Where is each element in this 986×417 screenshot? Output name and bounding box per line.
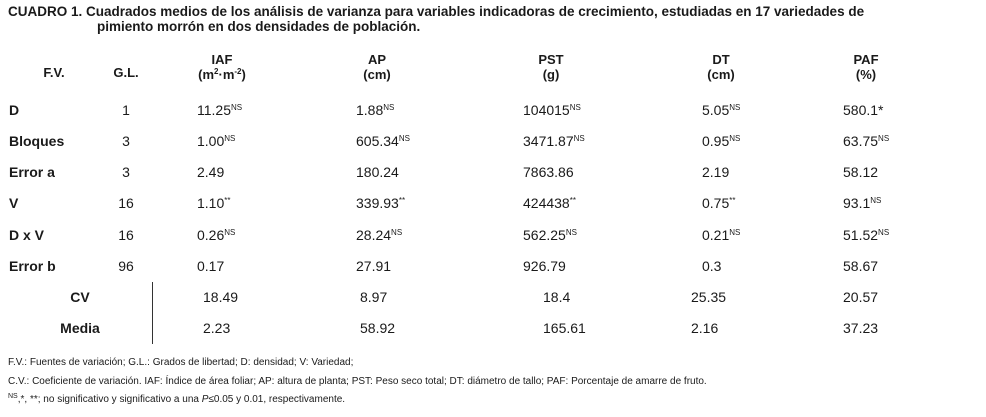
header-ap: AP (cm): [363, 52, 391, 82]
footnote-significance: NS,*, **; no significativo y significati…: [8, 393, 346, 405]
cell-paf: 58.67: [843, 258, 879, 274]
header-fv: F.V.: [43, 65, 65, 80]
row-gl: 3: [122, 133, 130, 149]
row-label: V: [9, 195, 19, 211]
summary-paf: 37.23: [843, 320, 879, 336]
row-label: Error a: [9, 164, 55, 180]
cell-pst: 424438**: [523, 195, 576, 211]
cell-iaf: 1.10**: [197, 195, 231, 211]
footnote-cv: C.V.: Coeficiente de variación. IAF: Índ…: [8, 376, 707, 387]
table-title: CUADRO 1. Cuadrados medios de los anális…: [8, 4, 983, 34]
header-iaf: IAF (m2·m-2): [162, 52, 282, 82]
cell-iaf: 2.49: [197, 164, 225, 180]
cell-pst: 3471.87NS: [523, 133, 585, 149]
summary-dt: 2.16: [691, 320, 719, 336]
header-iaf-unit: (m2·m-2): [198, 67, 246, 82]
cell-dt: 0.95NS: [702, 133, 741, 149]
footnote-fv: F.V.: Fuentes de variación; G.L.: Grados…: [8, 357, 354, 368]
row-gl: 96: [118, 258, 134, 274]
cell-paf: 93.1NS: [843, 195, 882, 211]
cell-paf: 63.75NS: [843, 133, 890, 149]
row-gl: 1: [122, 102, 130, 118]
row-gl: 3: [122, 164, 130, 180]
cell-iaf: 1.00NS: [197, 133, 236, 149]
cell-pst: 926.79: [523, 258, 566, 274]
summary-pst: 165.61: [543, 320, 586, 336]
summary-label: Media: [60, 320, 100, 336]
cell-pst: 104015NS: [523, 102, 581, 118]
cell-ap: 28.24NS: [356, 227, 403, 243]
cell-dt: 0.21NS: [702, 227, 741, 243]
row-gl: 16: [118, 227, 134, 243]
cell-paf: 51.52NS: [843, 227, 890, 243]
cell-dt: 2.19: [702, 164, 730, 180]
row-label: D: [9, 102, 20, 118]
cell-iaf: 0.26NS: [197, 227, 236, 243]
cell-paf: 580.1*: [843, 102, 884, 118]
row-label: Error b: [9, 258, 56, 274]
summary-ap: 58.92: [360, 320, 396, 336]
cell-ap: 339.93**: [356, 195, 406, 211]
cell-ap: 1.88NS: [356, 102, 395, 118]
summary-divider: [152, 282, 153, 344]
title-line-1: CUADRO 1. Cuadrados medios de los anális…: [8, 4, 865, 19]
header-gl: G.L.: [113, 65, 139, 80]
cell-ap: 27.91: [356, 258, 392, 274]
header-dt: DT (cm): [707, 52, 735, 82]
summary-pst: 18.4: [543, 289, 571, 305]
row-gl: 16: [118, 195, 134, 211]
cell-dt: 0.3: [702, 258, 722, 274]
cell-dt: 5.05NS: [702, 102, 741, 118]
cell-ap: 180.24: [356, 164, 399, 180]
header-pst: PST (g): [538, 52, 564, 82]
cell-pst: 7863.86: [523, 164, 574, 180]
title-line-2: pimiento morrón en dos densidades de pob…: [97, 19, 421, 34]
cell-ap: 605.34NS: [356, 133, 410, 149]
header-iaf-label: IAF: [211, 52, 233, 67]
row-label: Bloques: [9, 133, 65, 149]
summary-dt: 25.35: [691, 289, 727, 305]
cell-iaf: 11.25NS: [197, 102, 243, 118]
summary-iaf: 18.49: [203, 289, 239, 305]
cell-iaf: 0.17: [197, 258, 225, 274]
summary-iaf: 2.23: [203, 320, 231, 336]
summary-ap: 8.97: [360, 289, 388, 305]
summary-paf: 20.57: [843, 289, 879, 305]
cell-paf: 58.12: [843, 164, 879, 180]
cell-dt: 0.75**: [702, 195, 736, 211]
cell-pst: 562.25NS: [523, 227, 577, 243]
header-paf: PAF (%): [853, 52, 879, 82]
row-label: D x V: [9, 227, 45, 243]
summary-label: CV: [70, 289, 90, 305]
